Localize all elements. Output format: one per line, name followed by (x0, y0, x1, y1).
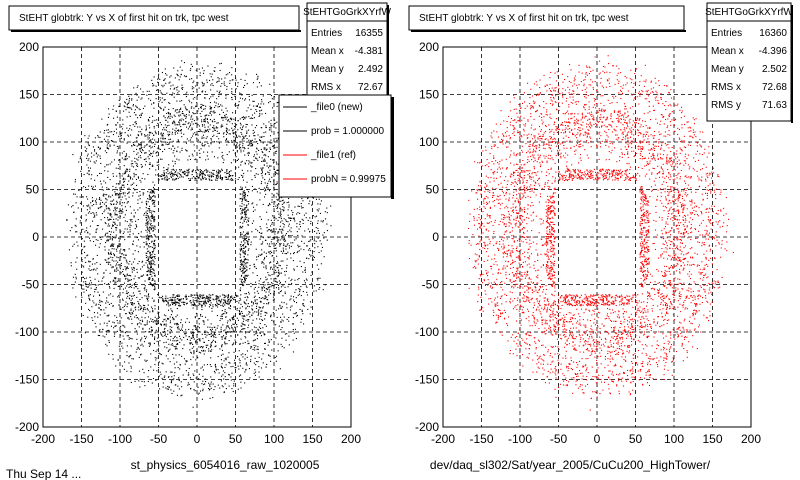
x-caption: dev/daq_sl302/Sat/year_2005/CuCu200_High… (430, 458, 711, 472)
stats-value: 2.492 (358, 64, 383, 75)
y-tick-label: 0 (32, 230, 39, 244)
y-tick-label: 100 (19, 135, 39, 149)
x-tick-label: 150 (702, 432, 722, 446)
stats-value: 16360 (759, 28, 787, 39)
stats-value: 16355 (355, 28, 383, 39)
y-tick-label: 150 (419, 88, 439, 102)
y-tick-label: -150 (415, 373, 439, 387)
stats-name: StEHTGoGrkXYrfW (705, 7, 793, 18)
x-tick-label: 100 (264, 432, 284, 446)
x-tick-label: 50 (229, 432, 243, 446)
y-tick-label: -50 (422, 278, 440, 292)
chart-title: StEHT globtrk: Y vs X of first hit on tr… (19, 13, 229, 24)
x-tick-label: -200 (31, 432, 55, 446)
y-tick-label: 0 (432, 230, 439, 244)
x-tick-label: 50 (629, 432, 643, 446)
x-tick-label: -50 (150, 432, 168, 446)
panels: -200 -150 -100 -50 0 50 100 150 200 -200 -150 -100 -… (8, 2, 793, 472)
legend: _file0 (new) prob = 1.000000 _file1 (ref) p… (278, 94, 394, 199)
x-tick-label: 200 (741, 432, 761, 446)
stats-value: 72.67 (358, 82, 383, 93)
x-tick-label: 100 (664, 432, 684, 446)
stats-label: RMS y (711, 100, 741, 111)
y-tick-label: 200 (419, 40, 439, 54)
x-tick-label: 200 (341, 432, 361, 446)
y-tick-label: -200 (415, 420, 439, 434)
legend-label: _file0 (new) (310, 102, 363, 113)
tick-labels: -200 -150 -100 -50 0 50 100 150 200 -200 -150 -100 -… (15, 40, 361, 446)
stats-label: Entries (711, 28, 742, 39)
legend-label: probN = 0.99975 (311, 174, 386, 185)
y-tick-label: 200 (19, 40, 39, 54)
stats-value: -4.396 (759, 46, 788, 57)
stats-value: 71.63 (762, 100, 787, 111)
title-box (408, 5, 685, 31)
stats-value: 2.502 (762, 64, 787, 75)
x-tick-label: -50 (550, 432, 568, 446)
y-tick-label: 150 (19, 88, 39, 102)
x-tick-label: 150 (302, 432, 322, 446)
legend-label: _file1 (ref) (310, 150, 356, 161)
legend-box (278, 94, 392, 198)
stats-label: RMS x (711, 82, 741, 93)
chart-panel-2: -200 -150 -100 -50 0 50 100 150 200 -200 -150 -100 -… (408, 2, 793, 472)
tick-labels: -200 -150 -100 -50 0 50 100 150 200 -200 -150 -100 -… (415, 40, 761, 446)
x-tick-label: 0 (194, 432, 201, 446)
stats-box-shadow (387, 5, 389, 135)
chart-panel-1: -200 -150 -100 -50 0 50 100 150 200 -200 -150 -100 -… (8, 2, 394, 472)
y-tick-label: -50 (22, 278, 40, 292)
footer-fragment: Thu Sep 14 ... (6, 467, 81, 480)
stats-box (706, 2, 792, 122)
stats-label: Entries (311, 28, 342, 39)
legend-label: prob = 1.000000 (311, 126, 385, 137)
x-caption: st_physics_6054016_raw_1020005 (131, 458, 320, 472)
stats-box-shadow (791, 5, 793, 123)
stats-value: -4.381 (355, 46, 384, 57)
stats-label: Mean x (711, 46, 744, 57)
x-tick-label: -100 (108, 432, 132, 446)
y-tick-label: 50 (426, 183, 440, 197)
y-tick-label: -150 (15, 373, 39, 387)
x-tick-label: -200 (431, 432, 455, 446)
scatter-points (468, 55, 734, 411)
y-tick-label: -200 (15, 420, 39, 434)
chart-title: StEHT globtrk: Y vs X of first hit on tr… (419, 13, 629, 24)
stats-label: RMS x (311, 82, 341, 93)
y-tick-label: -100 (15, 325, 39, 339)
stats-label: Mean y (711, 64, 744, 75)
y-tick-label: -100 (415, 325, 439, 339)
y-tick-label: 50 (26, 183, 40, 197)
stats-name: StEHTGoGrkXYrfW (303, 7, 391, 18)
x-tick-label: -100 (508, 432, 532, 446)
stats-label: Mean x (311, 46, 344, 57)
title-box-shadow (11, 30, 301, 32)
title-box-shadow (411, 30, 686, 32)
y-tick-label: 100 (419, 135, 439, 149)
x-tick-label: 0 (594, 432, 601, 446)
legend-shadow (391, 97, 394, 199)
x-tick-label: -150 (469, 432, 493, 446)
stats-value: 72.68 (762, 82, 787, 93)
x-tick-label: -150 (69, 432, 93, 446)
stats-label: Mean y (311, 64, 344, 75)
